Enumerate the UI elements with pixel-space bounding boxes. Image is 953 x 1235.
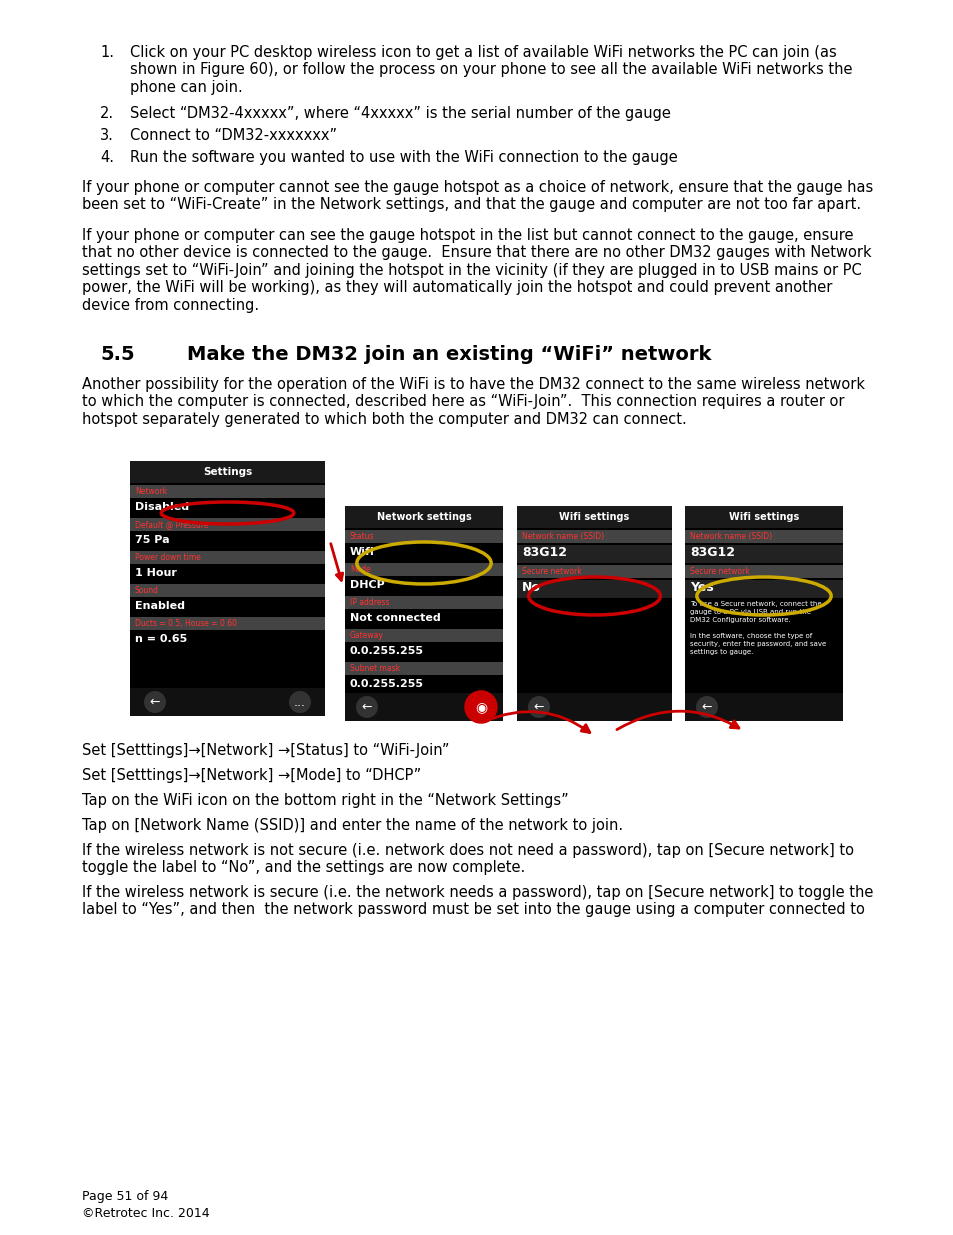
Text: Page 51 of 94: Page 51 of 94 <box>82 1191 168 1203</box>
Text: Power down time: Power down time <box>135 553 201 562</box>
Bar <box>130 461 325 483</box>
Bar <box>517 580 671 598</box>
Text: If the wireless network is secure (i.e. the network needs a password), tap on [S: If the wireless network is secure (i.e. … <box>82 885 872 918</box>
Text: ←: ← <box>533 700 543 714</box>
Bar <box>130 461 325 716</box>
Text: ←: ← <box>701 700 712 714</box>
Text: Tap on [Network Name (SSID)] and enter the name of the network to join.: Tap on [Network Name (SSID)] and enter t… <box>82 818 622 832</box>
Text: 83G12: 83G12 <box>689 546 734 559</box>
Text: If your phone or computer can see the gauge hotspot in the list but cannot conne: If your phone or computer can see the ga… <box>82 228 871 312</box>
Text: To use a Secure network, connect the
gauge to a PC via USB and run the
DM32 Conf: To use a Secure network, connect the gau… <box>689 601 825 655</box>
Text: Network name (SSID): Network name (SSID) <box>689 532 771 541</box>
Text: ◉: ◉ <box>475 700 487 714</box>
Circle shape <box>289 692 311 713</box>
Bar <box>130 485 325 498</box>
Bar <box>130 551 325 564</box>
Bar <box>130 618 325 630</box>
Text: Set [Setttings]→[Network] →[Mode] to “DHCP”: Set [Setttings]→[Network] →[Mode] to “DH… <box>82 768 421 783</box>
Text: n = 0.65: n = 0.65 <box>135 634 187 643</box>
Text: Settings: Settings <box>203 467 252 477</box>
Text: ←: ← <box>150 695 160 709</box>
Text: DHCP: DHCP <box>350 580 384 590</box>
Text: Status: Status <box>350 532 375 541</box>
Bar <box>684 545 842 563</box>
Text: Mode: Mode <box>350 564 371 574</box>
Text: Enabled: Enabled <box>135 601 185 611</box>
Text: Click on your PC desktop wireless icon to get a list of available WiFi networks : Click on your PC desktop wireless icon t… <box>130 44 852 95</box>
Text: Secure network: Secure network <box>521 567 581 576</box>
Text: Sound: Sound <box>135 585 159 595</box>
Text: ...: ... <box>294 695 306 709</box>
Circle shape <box>696 697 718 718</box>
Bar <box>517 506 671 721</box>
Text: 4.: 4. <box>100 149 113 165</box>
Text: Connect to “DM32-xxxxxxx”: Connect to “DM32-xxxxxxx” <box>130 128 336 143</box>
Bar <box>684 693 842 721</box>
Text: Default @ Pressure: Default @ Pressure <box>135 520 209 529</box>
Text: Gateway: Gateway <box>350 631 383 640</box>
Bar <box>345 563 502 576</box>
Text: 83G12: 83G12 <box>521 546 566 559</box>
Text: 75 Pa: 75 Pa <box>135 535 170 545</box>
Bar <box>345 530 502 543</box>
Text: If the wireless network is not secure (i.e. network does not need a password), t: If the wireless network is not secure (i… <box>82 844 853 876</box>
Text: Make the DM32 join an existing “WiFi” network: Make the DM32 join an existing “WiFi” ne… <box>187 345 711 364</box>
Text: Yes: Yes <box>689 580 713 594</box>
Bar <box>517 506 671 529</box>
Bar <box>684 530 842 543</box>
Text: Wifi settings: Wifi settings <box>728 513 799 522</box>
Bar <box>517 530 671 543</box>
Bar <box>684 506 842 721</box>
Text: Tap on the WiFi icon on the bottom right in the “Network Settings”: Tap on the WiFi icon on the bottom right… <box>82 793 568 808</box>
Text: Disabled: Disabled <box>135 501 189 513</box>
Text: 0.0.255.255: 0.0.255.255 <box>350 646 423 656</box>
Text: ←: ← <box>361 700 372 714</box>
Text: Secure network: Secure network <box>689 567 749 576</box>
Text: Not connected: Not connected <box>350 613 440 622</box>
Text: Select “DM32-4xxxxx”, where “4xxxxx” is the serial number of the gauge: Select “DM32-4xxxxx”, where “4xxxxx” is … <box>130 106 670 121</box>
Bar <box>345 597 502 609</box>
Bar <box>684 564 842 578</box>
Text: Ducts = 0.5, House = 0.60: Ducts = 0.5, House = 0.60 <box>135 619 236 629</box>
Text: 3.: 3. <box>100 128 113 143</box>
Text: Wifi settings: Wifi settings <box>558 513 629 522</box>
Bar <box>345 693 502 721</box>
Text: 1 Hour: 1 Hour <box>135 568 176 578</box>
Text: Network settings: Network settings <box>376 513 471 522</box>
Bar <box>345 662 502 676</box>
Bar <box>517 564 671 578</box>
Text: 0.0.255.255: 0.0.255.255 <box>350 679 423 689</box>
Bar <box>130 517 325 531</box>
Text: Network: Network <box>135 487 167 496</box>
Text: 1.: 1. <box>100 44 113 61</box>
Bar <box>345 506 502 529</box>
Text: 5.5: 5.5 <box>100 345 134 364</box>
Bar <box>684 580 842 598</box>
Bar <box>517 693 671 721</box>
Text: Subnet mask: Subnet mask <box>350 664 399 673</box>
Circle shape <box>468 694 494 720</box>
Circle shape <box>144 692 166 713</box>
Circle shape <box>355 697 377 718</box>
Bar <box>517 545 671 563</box>
Circle shape <box>527 697 550 718</box>
Bar <box>130 688 325 716</box>
Text: Network name (SSID): Network name (SSID) <box>521 532 603 541</box>
Bar <box>345 629 502 642</box>
Bar <box>684 506 842 529</box>
Bar <box>345 506 502 721</box>
Text: Run the software you wanted to use with the WiFi connection to the gauge: Run the software you wanted to use with … <box>130 149 677 165</box>
Text: ©Retrotec Inc. 2014: ©Retrotec Inc. 2014 <box>82 1207 210 1220</box>
Text: IP address: IP address <box>350 598 389 606</box>
Text: Wifi: Wifi <box>350 547 375 557</box>
Text: 2.: 2. <box>100 106 114 121</box>
Text: No: No <box>521 580 540 594</box>
Text: Set [Setttings]→[Network] →[Status] to “WiFi-Join”: Set [Setttings]→[Network] →[Status] to “… <box>82 743 449 758</box>
Text: Another possibility for the operation of the WiFi is to have the DM32 connect to: Another possibility for the operation of… <box>82 377 864 427</box>
Bar <box>130 584 325 597</box>
Text: If your phone or computer cannot see the gauge hotspot as a choice of network, e: If your phone or computer cannot see the… <box>82 180 872 212</box>
